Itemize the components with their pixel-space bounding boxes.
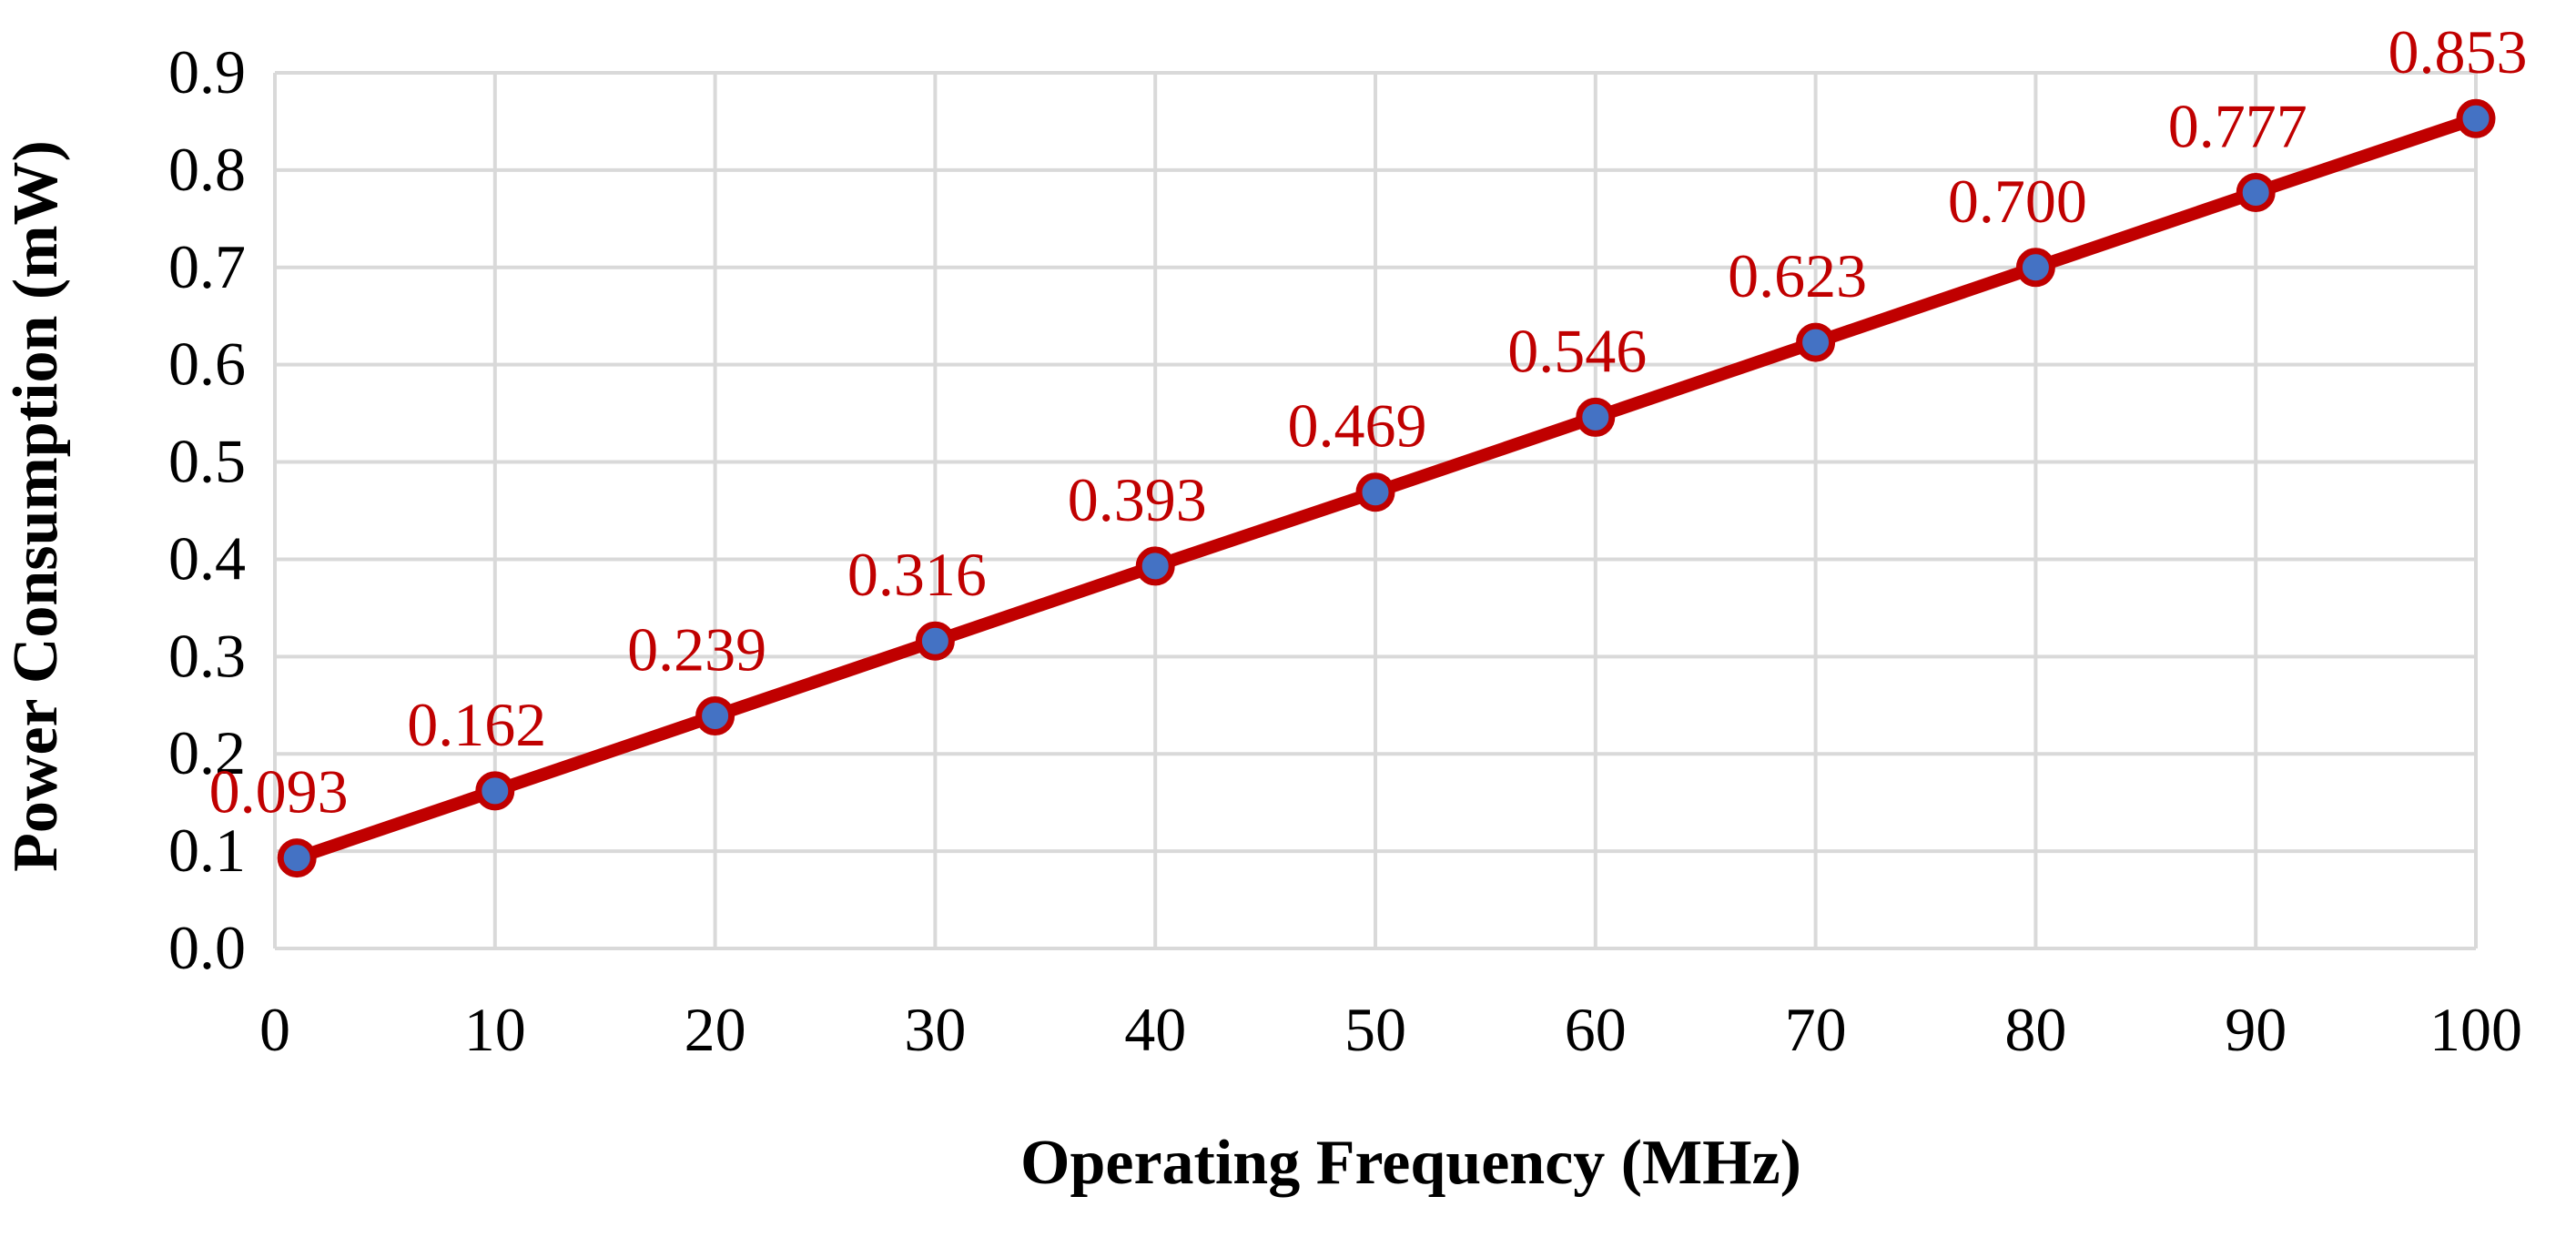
data-point [915, 621, 955, 661]
y-tick-label: 0.3 [168, 621, 246, 690]
x-tick-label: 10 [464, 995, 526, 1064]
data-point [1135, 546, 1175, 586]
series-layer [277, 98, 2496, 878]
x-tick-label: 70 [1785, 995, 1847, 1064]
x-tick-label: 50 [1344, 995, 1406, 1064]
data-label: 0.853 [2388, 17, 2528, 86]
data-point [2236, 172, 2276, 212]
data-label: 0.700 [1948, 167, 2087, 236]
y-axis-title: Power Consumption (mW) [1, 140, 71, 872]
data-point [2456, 98, 2496, 138]
data-label: 0.623 [1728, 241, 1867, 310]
x-tick-label: 30 [904, 995, 966, 1064]
x-tick-label: 40 [1124, 995, 1186, 1064]
data-point [695, 696, 735, 736]
data-label: 0.316 [847, 540, 987, 609]
data-label: 0.777 [2168, 91, 2307, 160]
data-point [1355, 472, 1395, 512]
y-tick-label: 0.1 [168, 816, 246, 885]
x-tick-label: 20 [685, 995, 746, 1064]
x-tick-label: 60 [1565, 995, 1627, 1064]
data-label: 0.239 [627, 615, 766, 684]
y-tick-label: 0.8 [168, 135, 246, 204]
data-labels: 0.093 0.162 0.239 0.316 0.393 0.469 0.546 0.623… [209, 17, 2528, 826]
data-label: 0.162 [407, 690, 546, 759]
data-point [277, 838, 317, 878]
y-tick-label: 0.6 [168, 330, 246, 399]
horizontal-gridlines [275, 71, 2476, 854]
data-label: 0.469 [1288, 391, 1427, 461]
y-tick-label: 0.5 [168, 427, 246, 496]
data-label: 0.093 [209, 757, 349, 826]
x-axis-title: Operating Frequency (MHz) [1020, 1128, 1801, 1198]
axes [273, 73, 2476, 950]
x-tick-labels: 0 10 20 30 40 50 60 70 80 90 100 [259, 995, 2522, 1064]
x-tick-label: 100 [2429, 995, 2522, 1064]
y-tick-label: 0.4 [168, 523, 246, 593]
y-tick-label: 0.7 [168, 232, 246, 301]
data-label: 0.546 [1507, 316, 1647, 385]
y-tick-label: 0.9 [168, 37, 246, 106]
x-tick-label: 90 [2225, 995, 2287, 1064]
vertical-gridlines [492, 73, 2478, 948]
x-tick-label: 0 [259, 995, 290, 1064]
data-label: 0.393 [1068, 465, 1207, 534]
data-point [2015, 248, 2055, 288]
y-tick-label: 0.2 [168, 718, 246, 787]
y-tick-labels: 0.0 0.1 0.2 0.3 0.4 0.5 0.6 0.7 0.8 0.9 [168, 37, 246, 982]
y-tick-label: 0.0 [168, 913, 246, 982]
data-point [1796, 322, 1836, 362]
data-point [475, 771, 515, 811]
data-point [1576, 397, 1616, 437]
x-tick-label: 80 [2004, 995, 2066, 1064]
